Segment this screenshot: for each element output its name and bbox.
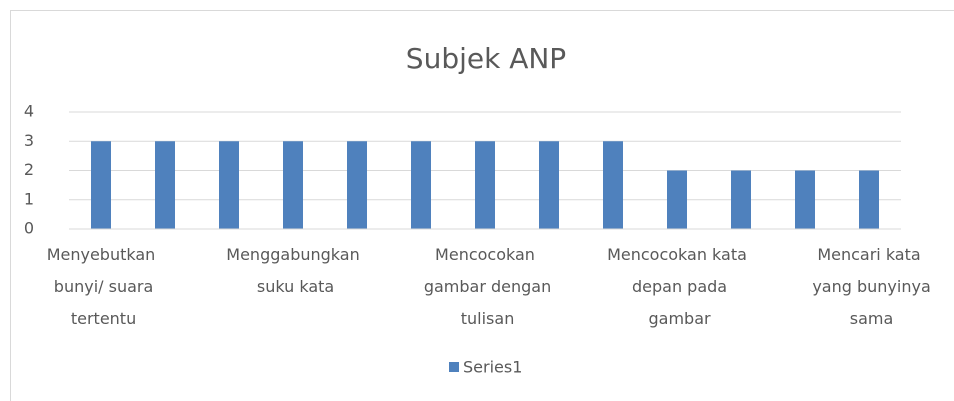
y-tick-label: 4: [24, 102, 34, 121]
bar: [347, 141, 367, 229]
y-tick-label: 3: [24, 131, 34, 150]
y-tick-label: 2: [24, 160, 34, 179]
y-tick-label: 0: [24, 219, 34, 238]
x-tick-label: Mencari kata yang bunyinya sama: [807, 245, 931, 328]
legend-swatch: [449, 362, 459, 372]
bar: [219, 141, 239, 229]
bar: [283, 141, 303, 229]
bar: [795, 170, 815, 229]
bar: [859, 170, 879, 229]
bar: [603, 141, 623, 229]
x-tick-label: Mencocokan kata depan pada gambar: [607, 245, 747, 328]
bar: [411, 141, 431, 229]
bar: [155, 141, 175, 229]
bar: [731, 170, 751, 229]
bar: [475, 141, 495, 229]
x-tick-label: Menyebutkan bunyi/ suara tertentu: [47, 245, 156, 328]
x-tick-label: Menggabungkan suku kata: [226, 245, 359, 296]
bar: [539, 141, 559, 229]
chart-title: Subjek ANP: [406, 42, 566, 75]
bar: [91, 141, 111, 229]
bar: [667, 170, 687, 229]
x-tick-label: Mencocokan gambar dengan tulisan: [419, 245, 552, 328]
legend-label: Series1: [463, 358, 522, 377]
y-tick-label: 1: [24, 189, 34, 208]
